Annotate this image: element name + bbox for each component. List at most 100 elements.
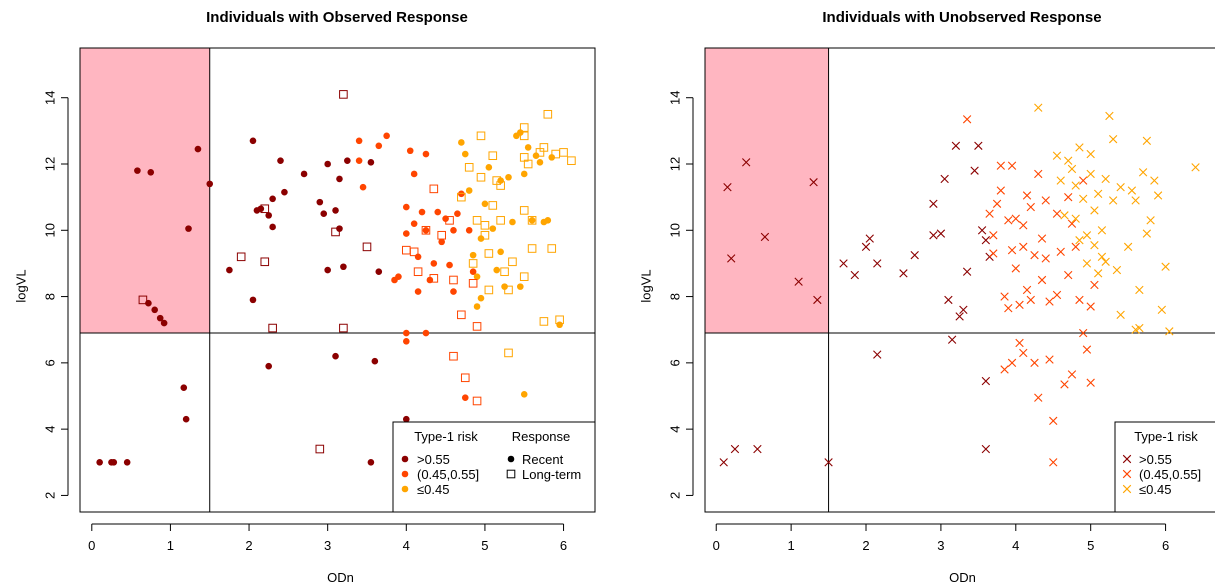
data-point <box>194 145 202 153</box>
chart-title: Individuals with Observed Response <box>206 9 468 26</box>
data-point <box>1019 242 1028 252</box>
data-point <box>281 188 288 196</box>
y-tick-label: 10 <box>667 223 682 237</box>
data-point <box>1034 393 1043 402</box>
data-point <box>813 295 822 305</box>
data-point <box>458 139 465 146</box>
data-point <box>476 172 486 182</box>
data-point <box>527 216 537 225</box>
x-tick-label: 2 <box>245 538 252 553</box>
data-point <box>422 150 430 158</box>
data-point <box>422 329 430 337</box>
data-point <box>996 161 1006 170</box>
data-point <box>1007 161 1017 170</box>
plot-frame <box>79 47 596 513</box>
x-tick-label: 3 <box>324 538 331 553</box>
data-point <box>519 131 529 141</box>
data-point <box>472 396 482 406</box>
data-point <box>1101 257 1110 266</box>
data-point <box>873 350 882 359</box>
legend-title-risk: Type-1 risk <box>414 429 478 444</box>
data-point <box>402 203 410 211</box>
data-point <box>480 230 490 240</box>
data-point <box>989 249 998 258</box>
data-point <box>1082 345 1092 354</box>
y-axis-label: logVL <box>13 269 28 302</box>
data-point <box>1079 328 1088 338</box>
data-point <box>1019 348 1028 358</box>
data-point <box>422 226 430 234</box>
legend-marker <box>401 470 409 478</box>
data-point <box>401 245 411 255</box>
data-point <box>472 216 482 225</box>
legend-marker <box>1122 454 1132 464</box>
data-point <box>910 250 919 260</box>
data-point <box>481 200 489 208</box>
data-point <box>1004 216 1013 225</box>
data-point <box>485 164 493 171</box>
data-point <box>1037 275 1047 285</box>
y-tick-label: 2 <box>667 492 682 499</box>
data-point <box>547 244 557 253</box>
series-5 <box>401 184 482 406</box>
data-point <box>316 198 324 206</box>
data-point <box>1067 164 1077 174</box>
legend-label: (0.45,0.55] <box>417 467 479 482</box>
data-point <box>536 159 544 166</box>
series-1 <box>719 141 994 467</box>
y-tick-label: 10 <box>42 223 57 237</box>
y-tick-label: 6 <box>667 359 682 366</box>
data-point <box>1045 297 1054 306</box>
data-point <box>464 163 474 172</box>
y-tick-label: 12 <box>667 157 682 171</box>
data-point <box>449 351 458 361</box>
data-point <box>445 216 454 225</box>
data-point <box>488 151 498 161</box>
data-point <box>981 444 991 454</box>
data-point <box>1090 241 1099 250</box>
x-tick-label: 6 <box>560 538 567 553</box>
data-point <box>402 338 410 345</box>
data-point <box>332 352 339 360</box>
data-point <box>1123 242 1133 252</box>
data-point <box>469 268 477 276</box>
data-point <box>556 321 563 329</box>
data-point <box>1101 174 1110 184</box>
data-point <box>929 231 938 240</box>
data-point <box>1097 226 1107 235</box>
data-point <box>505 173 512 181</box>
data-point <box>236 252 246 262</box>
data-point <box>1086 149 1095 159</box>
legend-box <box>1114 421 1215 513</box>
data-point <box>1052 290 1062 300</box>
data-point <box>332 207 339 214</box>
data-point <box>1131 196 1140 205</box>
data-point <box>936 229 946 238</box>
data-point <box>523 159 533 169</box>
data-point <box>519 272 529 281</box>
data-point <box>185 225 192 232</box>
y-tick-label: 4 <box>42 426 57 433</box>
data-point <box>839 259 848 268</box>
data-point <box>438 238 445 246</box>
data-point <box>339 323 348 333</box>
legend-marker <box>507 455 515 463</box>
data-point <box>1041 196 1050 205</box>
data-point <box>406 147 414 155</box>
data-point <box>320 210 328 218</box>
data-point <box>989 231 998 240</box>
data-point <box>134 167 141 174</box>
data-point <box>1030 250 1039 260</box>
data-point <box>249 137 257 145</box>
data-point <box>421 225 431 235</box>
data-point <box>402 230 410 237</box>
data-point <box>1049 458 1058 467</box>
data-point <box>873 259 882 268</box>
data-point <box>981 236 991 245</box>
data-point <box>277 157 284 164</box>
x-tick-label: 3 <box>937 538 944 553</box>
data-point <box>1071 181 1080 190</box>
data-point <box>180 384 188 392</box>
